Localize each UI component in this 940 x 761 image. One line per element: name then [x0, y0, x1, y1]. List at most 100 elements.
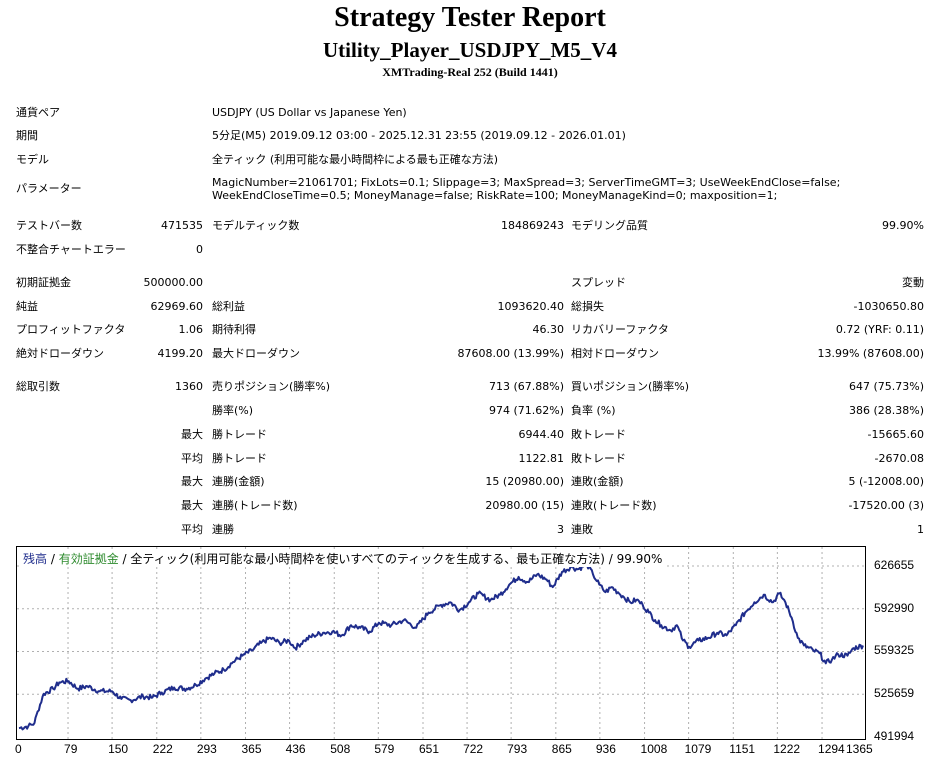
short-positions-label: 売りポジション(勝率%)	[212, 380, 331, 393]
chart-legend: 残高 / 有効証拠金 / 全ティック(利用可能な最小時間枠を使いすべてのティック…	[21, 550, 665, 567]
consec-losses-count-label: 連敗(トレード数)	[571, 499, 657, 512]
average-loss-value: -2670.08	[874, 452, 924, 465]
win-rate-value: 974 (71.62%)	[488, 404, 564, 417]
long-positions-label: 買いポジション(勝率%)	[571, 380, 690, 393]
average-win-value: 1122.81	[518, 452, 565, 465]
max-drawdown-value: 87608.00 (13.99%)	[457, 347, 564, 360]
avg-consec-wins-value: 3	[557, 523, 564, 536]
y-tick-label: 592990	[874, 600, 915, 615]
legend-balance: 残高	[23, 552, 48, 566]
parameters-line2: WeekEndCloseTime=0.5; MoneyManage=false;…	[212, 189, 778, 202]
x-tick-label: 222	[152, 742, 173, 756]
average-loss-label: 敗トレード	[571, 452, 626, 465]
absolute-drawdown-label: 絶対ドローダウン	[16, 347, 104, 360]
x-tick-label: 936	[595, 742, 616, 756]
recovery-factor-label: リカバリーファクタ	[571, 323, 669, 336]
profit-factor-label: プロフィットファクタ	[16, 323, 126, 336]
mismatch-value: 0	[196, 243, 203, 256]
x-tick-label: 293	[196, 742, 217, 756]
max-drawdown-label: 最大ドローダウン	[212, 347, 300, 360]
x-tick-label: 651	[419, 742, 440, 756]
x-tick-label: 150	[108, 742, 129, 756]
quality-label: モデリング品質	[571, 219, 648, 232]
y-tick-label: 491994	[874, 729, 915, 743]
deposit-value: 500000.00	[143, 276, 204, 289]
largest-win-label: 勝トレード	[212, 428, 267, 441]
avg-consec-wins-label: 連勝	[212, 523, 234, 536]
gross-profit-label: 総利益	[212, 300, 245, 313]
consec-wins-count-label: 連勝(トレード数)	[212, 499, 298, 512]
x-tick-label: 1151	[729, 742, 756, 756]
relative-drawdown-label: 相対ドローダウン	[571, 347, 659, 360]
largest-loss-value: -15665.60	[867, 428, 924, 441]
server-build: XMTrading-Real 252 (Build 1441)	[382, 65, 558, 79]
x-tick-label: 1365	[846, 742, 873, 756]
short-positions-value: 713 (67.88%)	[488, 380, 564, 393]
balance-series-line	[18, 562, 864, 731]
average-label-2: 平均	[181, 523, 203, 536]
gross-loss-label: 総損失	[571, 300, 604, 313]
x-tick-label: 793	[507, 742, 528, 756]
parameters-label: パラメーター	[16, 182, 82, 195]
x-tick-label: 1008	[640, 742, 668, 756]
consec-wins-amount-label: 連勝(金額)	[212, 475, 265, 488]
relative-drawdown-value: 13.99% (87608.00)	[817, 347, 924, 360]
x-tick-label: 1294	[818, 742, 845, 756]
quality-value: 99.90%	[882, 219, 924, 232]
report-subtitle: Utility_Player_USDJPY_M5_V4	[323, 38, 617, 62]
largest-loss-label: 敗トレード	[571, 428, 626, 441]
x-tick-label: 1222	[773, 742, 801, 756]
x-tick-label: 865	[551, 742, 572, 756]
loss-rate-label: 負率 (%)	[571, 404, 616, 417]
consec-losses-amount-value: 5 (-12008.00)	[848, 475, 924, 488]
spread-label: スプレッド	[571, 276, 626, 289]
net-profit-label: 純益	[16, 300, 38, 313]
profit-factor-value: 1.06	[178, 323, 204, 336]
x-tick-label: 722	[463, 742, 484, 756]
period-label: 期間	[16, 129, 38, 142]
maximum-label-1: 最大	[181, 475, 203, 488]
average-win-label: 勝トレード	[212, 452, 267, 465]
avg-consec-losses-value: 1	[917, 523, 924, 536]
legend-sep-1: /	[47, 552, 59, 566]
legend-equity: 有効証拠金	[58, 552, 119, 566]
y-tick-label: 626655	[874, 557, 915, 572]
total-trades-value: 1360	[175, 380, 203, 393]
deposit-label: 初期証拠金	[16, 276, 71, 289]
win-rate-label: 勝率(%)	[212, 404, 254, 417]
avg-consec-losses-label: 連敗	[571, 523, 593, 536]
gross-loss-value: -1030650.80	[853, 300, 924, 313]
largest-label: 最大	[181, 428, 203, 441]
net-profit-value: 62969.60	[150, 300, 204, 313]
x-tick-label: 1079	[684, 742, 712, 756]
recovery-factor-value: 0.72 (YRF: 0.11)	[835, 323, 924, 336]
consec-wins-count-value: 20980.00 (15)	[485, 499, 564, 512]
balance-chart: 残高 / 有効証拠金 / 全ティック(利用可能な最小時間枠を使いすべてのティック…	[16, 546, 866, 740]
period-value: 5分足(M5) 2019.09.12 03:00 - 2025.12.31 23…	[212, 129, 626, 142]
x-tick-label: 508	[330, 742, 351, 756]
largest-win-value: 6944.40	[518, 428, 565, 441]
consec-losses-count-value: -17520.00 (3)	[848, 499, 924, 512]
symbol-value: USDJPY (US Dollar vs Japanese Yen)	[212, 106, 407, 119]
x-tick-label: 79	[64, 742, 78, 756]
y-tick-label: 525659	[874, 686, 915, 701]
expected-payoff-label: 期待利得	[212, 323, 256, 336]
mismatch-label: 不整合チャートエラー	[16, 243, 126, 256]
bars-value: 471535	[161, 219, 203, 232]
expected-payoff-value: 46.30	[532, 323, 565, 336]
report-title: Strategy Tester Report	[334, 2, 606, 33]
absolute-drawdown-value: 4199.20	[157, 347, 204, 360]
bars-label: テストバー数	[16, 219, 82, 232]
ticks-value: 184869243	[501, 219, 564, 232]
average-label: 平均	[181, 452, 203, 465]
legend-description: 全ティック(利用可能な最小時間枠を使いすべてのティックを生成する、最も正確な方法…	[130, 552, 663, 566]
ticks-label: モデルティック数	[212, 219, 300, 232]
long-positions-value: 647 (75.73%)	[848, 380, 924, 393]
legend-sep-2: /	[118, 552, 131, 566]
maximum-label-2: 最大	[181, 499, 203, 512]
balance-chart-svg	[17, 547, 865, 739]
model-value: 全ティック (利用可能な最小時間枠による最も正確な方法)	[212, 153, 499, 166]
model-label: モデル	[16, 153, 49, 166]
x-tick-label: 365	[241, 742, 262, 756]
consec-wins-amount-value: 15 (20980.00)	[485, 475, 564, 488]
